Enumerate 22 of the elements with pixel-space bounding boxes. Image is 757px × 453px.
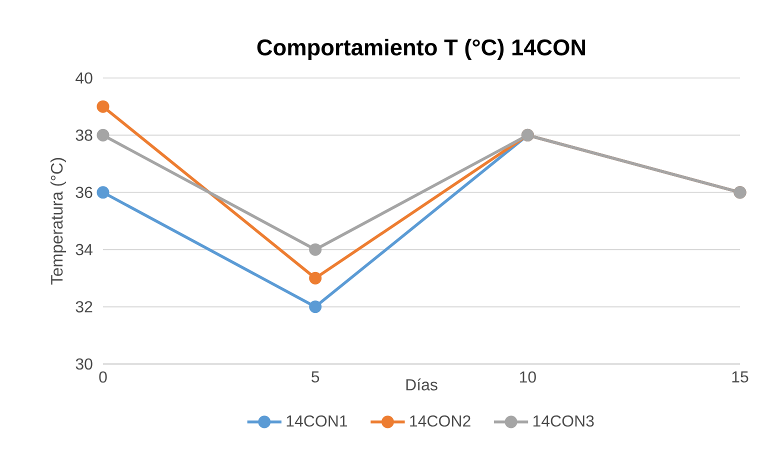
point [309,300,322,314]
x-tick-label: 5 [312,371,320,383]
y-tick-label: 30 [76,358,92,370]
y-tick-label: 38 [76,130,92,141]
legend-label: 14CON2 [410,415,470,427]
point [309,272,322,284]
x-tick-label: 10 [520,371,536,383]
legend-label: 14CON3 [533,415,594,427]
y-tick-label: 32 [76,301,92,312]
point [96,128,110,142]
legend-label: 14CON1 [286,415,348,427]
point [309,243,322,256]
y-tick-label: 36 [76,186,92,198]
x-axis-title: Días [406,378,438,390]
chart-title: Comportamiento T (°C) 14CON [257,38,586,60]
y-tick-label: 34 [76,244,92,256]
point [96,100,110,113]
x-tick-label: 15 [732,371,748,383]
y-axis-title: Temperatura (°C) [50,158,66,285]
point [96,186,110,199]
y-tick-label: 40 [76,72,92,84]
x-tick-label: 0 [99,371,107,383]
